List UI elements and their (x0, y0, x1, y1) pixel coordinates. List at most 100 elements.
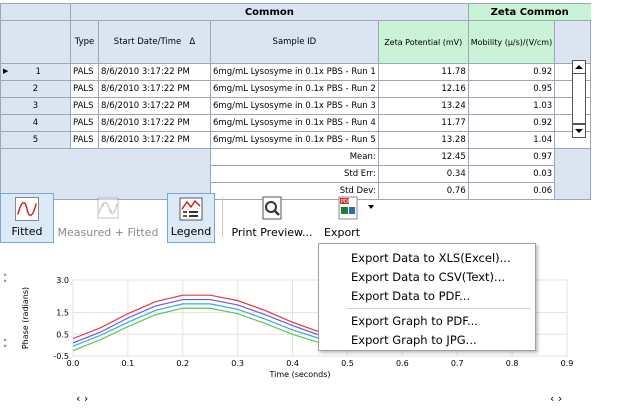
menu-item-export-graph-pdf[interactable]: Export Graph to PDF... (351, 314, 478, 328)
fitted-button[interactable]: Fitted (0, 193, 54, 243)
zeta-group-header: Zeta Common (467, 3, 591, 21)
menu-item-export-xls[interactable]: Export Data to XLS(Excel)... (351, 251, 511, 265)
cell-mobility[interactable]: 0.95 (467, 80, 556, 98)
scroll-y-arrows-bottom[interactable]: ˄ ˅ (3, 340, 13, 360)
col-header-mobility[interactable]: Mobility (µ/s)/(V/cm) (467, 20, 556, 64)
scroll-thumb[interactable] (572, 74, 586, 124)
menu-item-export-csv[interactable]: Export Data to CSV(Text)... (351, 270, 506, 284)
scroll-down-arrow-icon[interactable]: ˅ (3, 280, 8, 290)
cell-type[interactable]: PALS (70, 131, 99, 149)
row-header-corner (0, 20, 71, 64)
menu-item-export-pdf-data[interactable]: Export Data to PDF... (351, 289, 471, 303)
stat-label: Mean: (210, 148, 379, 166)
col-header-type[interactable]: Type (70, 20, 99, 64)
series-line-4 (72, 307, 348, 352)
col-header-sample-id[interactable]: Sample ID (210, 20, 379, 64)
scroll-up-button[interactable] (572, 60, 586, 74)
y-tick-label: 1.5 (56, 309, 69, 318)
stat-label: Std Err: (210, 165, 379, 183)
x-tick-label: 0.5 (341, 359, 354, 368)
corner-cell (0, 3, 71, 21)
series-line-1 (72, 294, 348, 340)
export-dropdown-menu: Export Data to XLS(Excel)... Export Data… (318, 243, 536, 351)
scroll-down-button[interactable] (572, 124, 586, 138)
export-button[interactable]: PDF Export (318, 193, 378, 243)
x-tick-label: 0.3 (231, 359, 244, 368)
cell-sample-id[interactable]: 6mg/mL Lysosyme in 0.1x PBS - Run 5 (210, 131, 379, 149)
cell-type[interactable]: PALS (70, 114, 99, 132)
stats-blank-right (554, 148, 592, 200)
cell-type[interactable]: PALS (70, 80, 99, 98)
scroll-x-left-arrows[interactable]: ‹ › (76, 392, 89, 405)
table-row[interactable]: 3 PALS 8/6/2010 3:17:22 PM 6mg/mL Lysosyme … (0, 97, 592, 115)
series-line-3 (72, 303, 348, 347)
scroll-up-arrow-icon-2[interactable]: ˄ (3, 339, 8, 349)
cell-type[interactable]: PALS (70, 63, 99, 81)
cell-start-date[interactable]: 8/6/2010 3:17:22 PM (98, 114, 211, 132)
cell-zeta-potential[interactable]: 12.16 (377, 80, 469, 98)
x-tick-label: 0.8 (506, 359, 519, 368)
print-preview-icon (262, 196, 282, 220)
print-preview-button[interactable]: Print Preview... (228, 193, 316, 243)
row-number[interactable]: 2 (0, 80, 71, 98)
cell-type[interactable]: PALS (70, 97, 99, 115)
cell-zeta-potential[interactable]: 11.78 (377, 63, 469, 81)
stats-blank-area (0, 148, 211, 200)
cell-start-date[interactable]: 8/6/2010 3:17:22 PM (98, 63, 211, 81)
scroll-y-arrows-top[interactable]: ˄ ˅ (3, 275, 13, 295)
x-tick-label: 0.4 (286, 359, 299, 368)
measured-fitted-icon (97, 197, 119, 219)
row-number[interactable]: 3 (0, 97, 71, 115)
scroll-up-arrow-icon[interactable]: ˄ (3, 274, 8, 284)
x-tick-label: 0.9 (561, 359, 574, 368)
table-scrollbar[interactable] (572, 60, 586, 140)
row-number[interactable]: ▶ 1 (0, 63, 71, 81)
cell-mobility[interactable]: 0.92 (467, 114, 556, 132)
menu-item-export-graph-jpg[interactable]: Export Graph to JPG... (351, 333, 477, 347)
common-group-header: Common (70, 3, 469, 21)
table-row[interactable]: 4 PALS 8/6/2010 3:17:22 PM 6mg/mL Lysosyme … (0, 114, 592, 132)
stat-zeta: 0.76 (377, 182, 469, 200)
scroll-x-right-arrows[interactable]: ‹ › (550, 392, 563, 405)
cell-zeta-potential[interactable]: 11.77 (377, 114, 469, 132)
sort-ascending-icon: Δ (189, 37, 196, 47)
col-header-zeta-potential[interactable]: Zeta Potential (mV) (377, 20, 469, 64)
table-row[interactable]: 2 PALS 8/6/2010 3:17:22 PM 6mg/mL Lysosyme … (0, 80, 592, 98)
y-tick-label: 0.5 (56, 330, 69, 339)
stats-row: Std Dev: 0.76 0.06 (1, 182, 591, 200)
cell-zeta-potential[interactable]: 13.28 (377, 131, 469, 149)
cell-mobility[interactable]: 0.92 (467, 63, 556, 81)
x-tick-label: 0.2 (176, 359, 189, 368)
x-tick-label: 0.0 (67, 359, 80, 368)
cell-sample-id[interactable]: 6mg/mL Lysosyme in 0.1x PBS - Run 4 (210, 114, 379, 132)
row-number[interactable]: 5 (0, 131, 71, 149)
toolbar-separator (222, 197, 223, 237)
cell-sample-id[interactable]: 6mg/mL Lysosyme in 0.1x PBS - Run 1 (210, 63, 379, 81)
x-tick-label: 0.6 (396, 359, 409, 368)
menu-separator (347, 308, 531, 309)
stats-row: Mean: 12.45 0.97 (0, 148, 592, 200)
cell-start-date[interactable]: 8/6/2010 3:17:22 PM (98, 131, 211, 149)
stat-mobility: 0.03 (467, 165, 556, 183)
cell-zeta-potential[interactable]: 13.24 (377, 97, 469, 115)
table-row[interactable]: ▶ 1 PALS 8/6/2010 3:17:22 PM 6mg/mL Lysosyme… (0, 63, 592, 81)
scroll-up-icon (575, 65, 583, 69)
stat-zeta: 12.45 (377, 148, 469, 166)
legend-button[interactable]: Legend (167, 193, 215, 243)
cell-sample-id[interactable]: 6mg/mL Lysosyme in 0.1x PBS - Run 3 (210, 97, 379, 115)
export-dropdown-icon[interactable] (368, 205, 374, 209)
scroll-down-arrow-icon-2[interactable]: ˅ (3, 345, 8, 355)
col-header-start-date[interactable]: Start Date/Time Δ (98, 20, 211, 64)
y-axis-label: Phase (radians) (21, 287, 30, 349)
stats-row: Std Err: 0.34 0.03 (1, 165, 591, 183)
cell-mobility[interactable]: 1.03 (467, 97, 556, 115)
fitted-curve-icon (15, 197, 39, 221)
cell-sample-id[interactable]: 6mg/mL Lysosyme in 0.1x PBS - Run 2 (210, 80, 379, 98)
row-number[interactable]: 4 (0, 114, 71, 132)
table-row[interactable]: 5 PALS 8/6/2010 3:17:22 PM 6mg/mL Lysosyme … (0, 131, 592, 149)
cell-start-date[interactable]: 8/6/2010 3:17:22 PM (98, 97, 211, 115)
measured-fitted-button[interactable]: Measured + Fitted (56, 193, 160, 243)
scroll-down-icon (575, 129, 583, 133)
cell-start-date[interactable]: 8/6/2010 3:17:22 PM (98, 80, 211, 98)
cell-mobility[interactable]: 1.04 (467, 131, 556, 149)
